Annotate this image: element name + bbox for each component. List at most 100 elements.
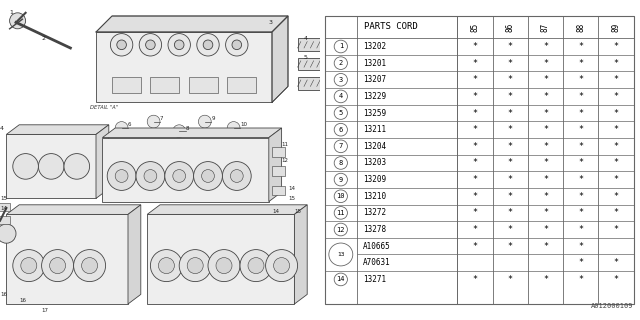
Text: 15: 15 — [0, 196, 7, 201]
Bar — [272, 166, 285, 176]
Text: *: * — [614, 59, 618, 68]
Text: *: * — [472, 59, 477, 68]
Text: *: * — [543, 142, 548, 151]
Text: *: * — [614, 75, 618, 84]
Text: *: * — [472, 242, 477, 251]
Polygon shape — [294, 205, 307, 304]
Circle shape — [226, 34, 248, 56]
Text: *: * — [508, 59, 513, 68]
Polygon shape — [96, 16, 288, 32]
Circle shape — [50, 258, 65, 274]
Circle shape — [13, 250, 45, 282]
Text: *: * — [614, 125, 618, 134]
Text: *: * — [579, 192, 583, 201]
Text: 4: 4 — [0, 125, 4, 131]
Text: 14: 14 — [0, 205, 7, 211]
Circle shape — [0, 224, 16, 243]
Circle shape — [227, 122, 240, 134]
Text: *: * — [508, 92, 513, 101]
Text: *: * — [543, 225, 548, 234]
Text: *: * — [472, 225, 477, 234]
Text: A012000109: A012000109 — [591, 303, 634, 309]
Text: *: * — [614, 208, 618, 217]
Text: *: * — [508, 42, 513, 51]
Text: *: * — [508, 142, 513, 151]
Bar — [272, 147, 285, 157]
Polygon shape — [6, 205, 141, 214]
Text: *: * — [472, 142, 477, 151]
Text: *: * — [472, 175, 477, 184]
Bar — [96, 32, 272, 102]
Text: 16: 16 — [0, 292, 7, 297]
Text: A10665: A10665 — [363, 242, 390, 251]
Text: *: * — [508, 208, 513, 217]
Text: *: * — [472, 192, 477, 201]
Circle shape — [165, 162, 194, 190]
Text: *: * — [543, 92, 548, 101]
Text: *: * — [579, 258, 583, 267]
Circle shape — [147, 115, 160, 128]
Bar — [272, 186, 285, 195]
Text: *: * — [543, 42, 548, 51]
Text: 17: 17 — [42, 308, 49, 313]
Polygon shape — [272, 16, 288, 102]
Circle shape — [74, 250, 106, 282]
Text: *: * — [579, 225, 583, 234]
Circle shape — [248, 258, 264, 274]
Text: 13: 13 — [337, 252, 344, 257]
Circle shape — [198, 115, 211, 128]
Bar — [0, 203, 10, 211]
Text: 14: 14 — [337, 276, 345, 283]
Text: 13259: 13259 — [363, 108, 386, 117]
Text: *: * — [543, 158, 548, 167]
Text: 7: 7 — [160, 116, 163, 121]
Text: *: * — [508, 242, 513, 251]
Text: *: * — [614, 158, 618, 167]
Text: 11: 11 — [282, 141, 289, 147]
Text: 9: 9 — [339, 177, 343, 183]
Text: *: * — [614, 42, 618, 51]
Circle shape — [13, 154, 38, 179]
Bar — [6, 214, 128, 304]
Circle shape — [188, 258, 204, 274]
Text: 13211: 13211 — [363, 125, 386, 134]
Text: *: * — [614, 92, 618, 101]
Polygon shape — [147, 205, 307, 214]
Text: *: * — [508, 192, 513, 201]
Bar — [298, 77, 323, 90]
Text: *: * — [579, 59, 583, 68]
Text: 2: 2 — [339, 60, 343, 66]
Text: 13271: 13271 — [363, 275, 386, 284]
Text: *: * — [508, 225, 513, 234]
Text: *: * — [508, 158, 513, 167]
Text: *: * — [508, 175, 513, 184]
Text: 8: 8 — [339, 160, 343, 166]
Text: *: * — [579, 242, 583, 251]
Bar — [150, 77, 179, 93]
Text: 13229: 13229 — [363, 92, 386, 101]
Circle shape — [173, 125, 186, 138]
Text: *: * — [508, 108, 513, 117]
Circle shape — [208, 250, 240, 282]
Circle shape — [216, 258, 232, 274]
Text: *: * — [614, 142, 618, 151]
Text: 4: 4 — [339, 93, 343, 100]
Text: 10: 10 — [337, 193, 345, 199]
Bar — [147, 214, 294, 304]
Circle shape — [108, 162, 136, 190]
Circle shape — [266, 250, 298, 282]
Circle shape — [173, 170, 186, 182]
Circle shape — [115, 170, 128, 182]
Bar — [298, 38, 323, 51]
Text: *: * — [579, 75, 583, 84]
Text: *: * — [614, 225, 618, 234]
Text: *: * — [508, 275, 513, 284]
Text: 1: 1 — [10, 10, 13, 15]
Text: 1: 1 — [339, 44, 343, 50]
Text: *: * — [508, 75, 513, 84]
Circle shape — [146, 40, 156, 50]
Text: *: * — [579, 275, 583, 284]
Text: 89: 89 — [611, 22, 621, 32]
Text: A70631: A70631 — [363, 258, 390, 267]
Text: *: * — [472, 42, 477, 51]
